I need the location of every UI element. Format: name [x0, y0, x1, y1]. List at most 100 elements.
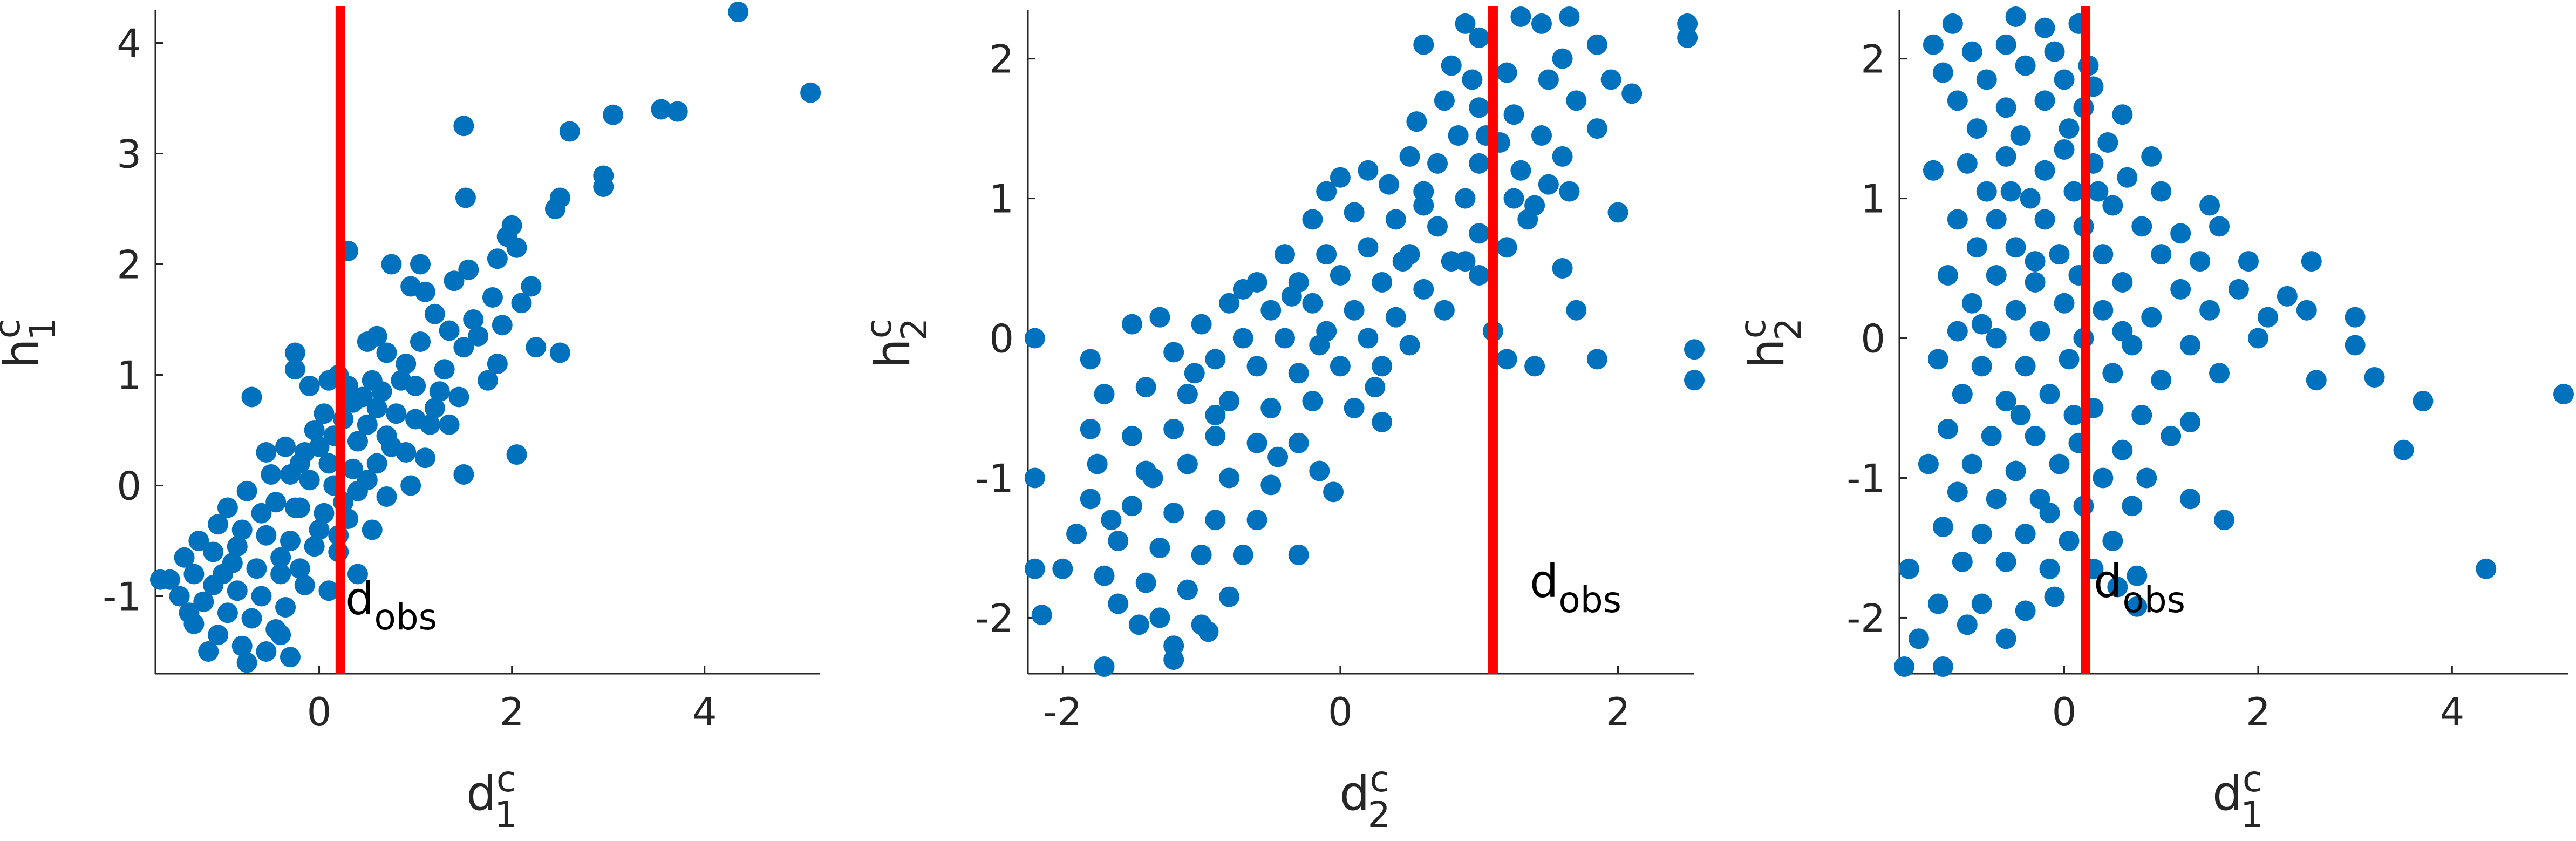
- scatter-point: [2054, 139, 2075, 160]
- scatter-point: [439, 320, 460, 341]
- x-tick-label: 4: [692, 689, 717, 735]
- scatter-point: [314, 403, 335, 424]
- scatter-point: [2257, 307, 2278, 328]
- scatter-point: [2044, 41, 2065, 62]
- scatter-point: [2151, 181, 2172, 202]
- scatter-point: [256, 525, 277, 546]
- scatter-point: [1149, 307, 1170, 328]
- scatter-point: [275, 436, 296, 457]
- y-tick-label: 2: [1861, 37, 1885, 82]
- scatter-point: [1496, 237, 1517, 258]
- x-axis-label: dc 1: [2212, 758, 2263, 836]
- scatter-point: [1316, 181, 1337, 202]
- scatter-point: [1961, 293, 1982, 314]
- scatter-point: [1942, 13, 1963, 34]
- scatter-point: [1219, 586, 1240, 607]
- scatter-point: [1510, 6, 1531, 27]
- x-tick-label: 2: [500, 689, 524, 735]
- scatter-point: [1448, 125, 1469, 146]
- scatter-point: [2476, 558, 2497, 579]
- scatter-point: [1177, 384, 1198, 405]
- scatter-point: [424, 303, 445, 324]
- scatter-point: [2199, 300, 2220, 321]
- scatter-point: [1932, 517, 1953, 538]
- scatter-point: [1503, 104, 1524, 125]
- scatter-point: [1957, 153, 1978, 174]
- scatter-point: [1981, 425, 2002, 446]
- scatter-point: [2059, 531, 2080, 551]
- scatter-point: [511, 293, 532, 314]
- observed-value-label: dobs: [345, 572, 437, 638]
- scatter-point: [2034, 90, 2055, 111]
- scatter-point: [1552, 48, 1573, 69]
- scatter-point: [410, 254, 431, 275]
- scatter-point: [2034, 209, 2055, 230]
- scatter-point: [1274, 244, 1295, 265]
- scatter-point: [2015, 356, 2036, 377]
- scatter-point: [1246, 356, 1267, 377]
- x-axis-label: dc 2: [1340, 758, 1391, 836]
- y-axis-label-base: h: [865, 338, 921, 369]
- scatter-point: [318, 370, 339, 391]
- scatter-point: [1427, 153, 1448, 174]
- scatter-point: [2180, 335, 2201, 356]
- scatter-point: [1971, 593, 1992, 614]
- scatter-point: [1288, 432, 1309, 453]
- scatter-point: [1923, 160, 1944, 181]
- x-axis-label-sub: 2: [1368, 794, 1391, 836]
- scatter-point: [1684, 370, 1705, 391]
- scatter-point: [2277, 286, 2298, 307]
- scatter-point: [1923, 34, 1944, 55]
- y-tick-label: 0: [989, 316, 1014, 362]
- scatter-point: [217, 602, 238, 623]
- y-tick-label: -2: [1846, 595, 1885, 641]
- scatter-point: [304, 536, 325, 557]
- scatter-point: [1947, 481, 1968, 503]
- scatter-point: [1024, 558, 1045, 579]
- scatter-point: [208, 625, 229, 646]
- scatter-point: [1302, 209, 1323, 230]
- scatter-point: [453, 337, 474, 358]
- scatter-point: [304, 420, 325, 440]
- scatter-point: [1094, 384, 1115, 405]
- scatter-point: [1898, 558, 1919, 579]
- y-tick-label: 0: [117, 464, 141, 509]
- scatter-point: [314, 503, 335, 524]
- y-tick-label: 1: [117, 353, 141, 398]
- scatter-point: [521, 276, 542, 297]
- scatter-point: [1995, 628, 2016, 649]
- scatter-point: [463, 309, 484, 330]
- scatter-point: [1566, 300, 1587, 321]
- x-tick-label: 0: [1328, 689, 1353, 735]
- y-axis-label-sup: c: [0, 319, 28, 338]
- scatter-point: [1406, 111, 1427, 132]
- scatter-point: [1531, 125, 1552, 146]
- scatter-point: [1995, 34, 2016, 55]
- scatter-point: [280, 531, 301, 551]
- scatter-point: [2306, 370, 2327, 391]
- x-tick-label: 0: [307, 689, 332, 735]
- scatter-point: [1372, 411, 1393, 432]
- scatter-point: [1080, 489, 1101, 510]
- scatter-point: [241, 608, 262, 629]
- scatter-point: [2093, 244, 2114, 265]
- scatter-point: [2054, 293, 2075, 314]
- scatter-point: [1177, 579, 1198, 600]
- scatter-point: [1372, 356, 1393, 377]
- scatter-point: [299, 470, 320, 491]
- scatter-point: [1219, 391, 1240, 412]
- scatter-point: [1927, 349, 1948, 370]
- scatter-point: [1302, 391, 1323, 412]
- x-tick-label: -2: [1043, 689, 1082, 735]
- scatter-point: [381, 436, 402, 457]
- x-axis-label-sup: c: [1369, 758, 1389, 800]
- scatter-point: [1205, 404, 1226, 425]
- scatter-point: [2553, 384, 2574, 405]
- scatter-point: [1952, 551, 1973, 572]
- scatter-point: [1559, 181, 1580, 202]
- scatter-point: [2364, 367, 2385, 388]
- scatter-point: [1947, 321, 1968, 342]
- scatter-point: [256, 442, 277, 463]
